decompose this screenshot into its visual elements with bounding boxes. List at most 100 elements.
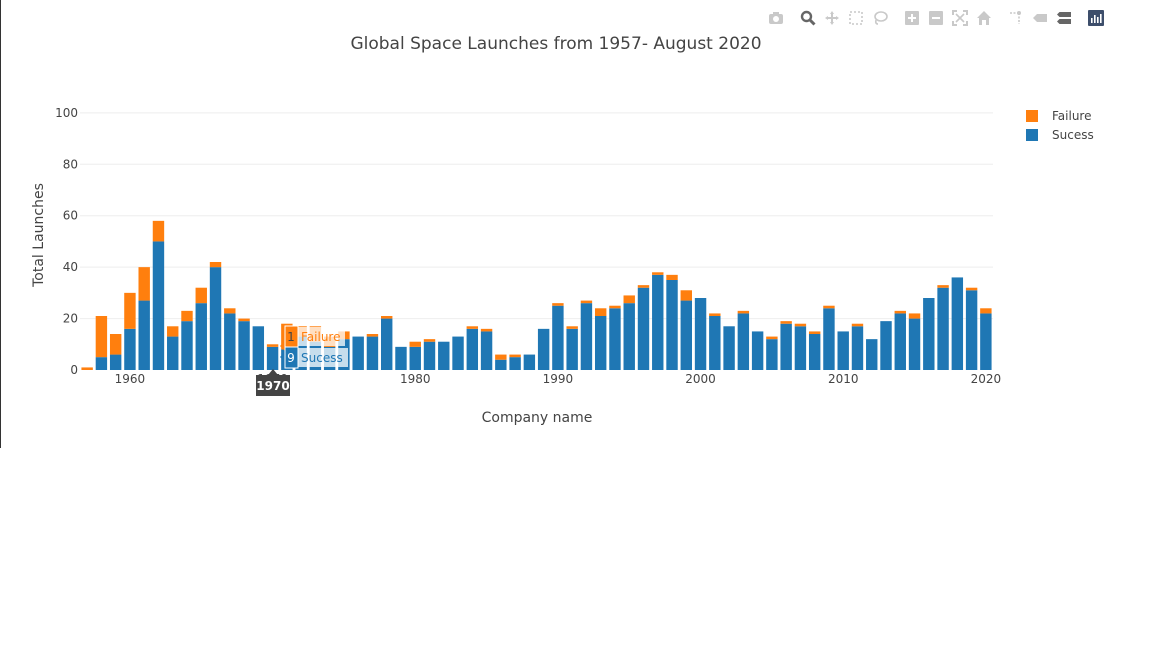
bar-failure[interactable] [495,354,507,360]
bar-success[interactable] [780,323,792,370]
bar-failure[interactable] [680,290,692,301]
bar-success[interactable] [709,316,721,370]
bar-success[interactable] [495,359,507,370]
bar-success[interactable] [623,303,635,370]
bar-success[interactable] [523,354,536,370]
bar-success[interactable] [609,308,621,370]
bar-success[interactable] [109,354,122,370]
bar-success[interactable] [195,303,207,370]
bar-success[interactable] [637,287,650,370]
bar-success[interactable] [138,300,150,370]
bar-success[interactable] [480,331,493,370]
bar-success[interactable] [509,357,521,370]
bar-failure[interactable] [908,313,921,319]
bar-failure[interactable] [238,318,250,322]
hover-compare-icon[interactable] [1052,8,1076,28]
hover-closest-icon[interactable] [1028,8,1052,28]
plot-area[interactable]: 0 20 40 60 80 100 1960 1970 1980 1990 2000 2010 202… [0,0,1152,448]
bar-failure[interactable] [566,326,578,329]
bar-failure[interactable] [609,305,621,309]
bar-success[interactable] [808,334,821,370]
bar-failure[interactable] [152,220,165,242]
spike-lines-icon[interactable] [1004,8,1028,28]
bar-success[interactable] [552,305,564,370]
plotly-logo-icon[interactable] [1084,8,1108,28]
bar-success[interactable] [352,336,364,370]
bar-failure[interactable] [209,262,222,268]
bar-success[interactable] [594,316,607,370]
bar-success[interactable] [381,318,393,370]
bar-failure[interactable] [124,292,136,329]
bar-success[interactable] [737,313,750,370]
bar-failure[interactable] [381,316,393,319]
reset-axes-icon[interactable] [972,8,996,28]
bar-failure[interactable] [95,316,108,358]
bar-failure[interactable] [980,308,992,314]
zoom-out-icon[interactable] [924,8,948,28]
lasso-icon[interactable] [868,8,892,28]
bar-failure[interactable] [552,303,564,306]
bar-failure[interactable] [623,295,635,304]
bar-success[interactable] [209,267,222,370]
bar-failure[interactable] [709,313,721,316]
bar-success[interactable] [880,321,892,370]
bar-failure[interactable] [652,272,664,275]
bar-failure[interactable] [366,334,379,337]
bar-success[interactable] [224,313,236,370]
bar-failure[interactable] [466,326,479,329]
bar-failure[interactable] [509,354,521,358]
bar-failure[interactable] [138,267,150,301]
bar-success[interactable] [452,336,464,370]
bar-success[interactable] [423,341,436,370]
bar-success[interactable] [723,326,735,370]
bar-failure[interactable] [823,305,835,309]
bar-success[interactable] [894,313,906,370]
bar-failure[interactable] [851,323,864,327]
bar-failure[interactable] [737,310,750,314]
bar-success[interactable] [980,313,992,370]
bar-success[interactable] [580,303,593,370]
bar-failure[interactable] [894,310,906,314]
bar-failure[interactable] [167,326,179,337]
bar-failure[interactable] [580,300,593,304]
bar-success[interactable] [152,241,165,370]
bar-failure[interactable] [666,274,678,280]
bar-failure[interactable] [937,285,949,288]
bar-success[interactable] [680,300,692,370]
bar-success[interactable] [167,336,179,370]
legend-item-success[interactable]: Sucess [1022,125,1094,144]
bar-failure[interactable] [965,287,978,291]
zoom-in-icon[interactable] [900,8,924,28]
bar-success[interactable] [823,308,835,370]
bar-success[interactable] [266,346,279,370]
box-select-icon[interactable] [844,8,868,28]
bar-failure[interactable] [195,287,207,304]
bar-success[interactable] [666,280,678,370]
bar-failure[interactable] [780,321,792,324]
bar-success[interactable] [566,328,578,370]
bar-failure[interactable] [409,341,421,347]
zoom-icon[interactable] [796,8,820,28]
bar-success[interactable] [851,326,864,370]
bar-failure[interactable] [594,308,607,316]
bar-success[interactable] [923,298,935,370]
bar-success[interactable] [866,339,878,370]
bar-success[interactable] [409,346,421,370]
bar-failure[interactable] [423,339,436,342]
bar-failure[interactable] [181,310,193,322]
bar-success[interactable] [395,346,407,370]
pan-icon[interactable] [820,8,844,28]
bar-success[interactable] [124,328,136,370]
bar-success[interactable] [181,321,193,370]
bar-success[interactable] [951,277,964,370]
bar-success[interactable] [466,328,479,370]
bar-success[interactable] [937,287,949,370]
bar-failure[interactable] [266,344,279,347]
bar-failure[interactable] [766,336,778,340]
bar-failure[interactable] [109,334,122,355]
camera-icon[interactable] [764,8,788,28]
bar-failure[interactable] [808,331,821,334]
bar-success[interactable] [652,274,664,370]
bar-success[interactable] [794,326,807,370]
bar-failure[interactable] [637,285,650,288]
